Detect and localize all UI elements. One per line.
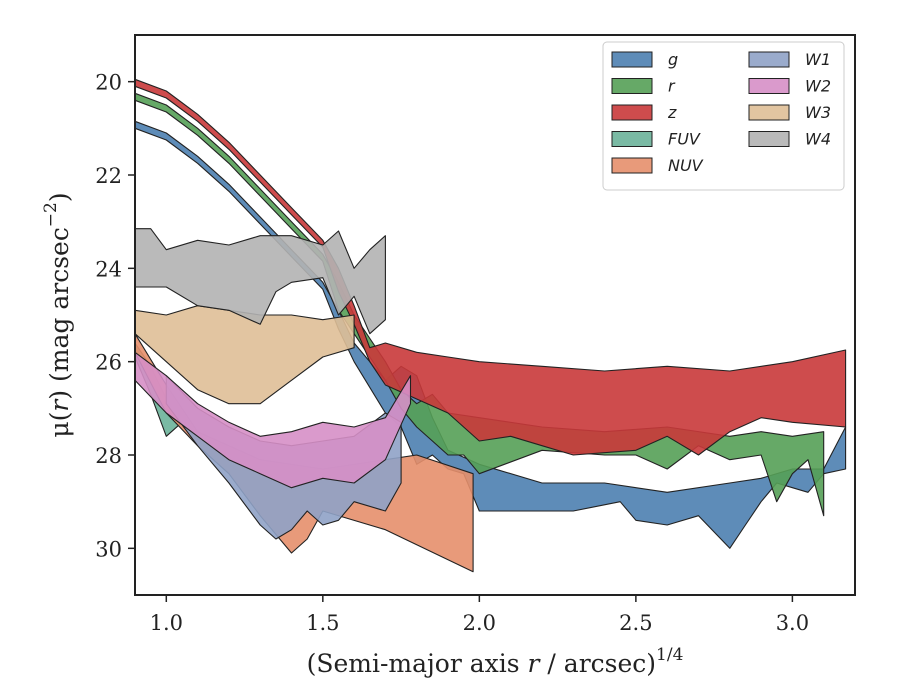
legend-swatch-g: [611, 51, 653, 68]
x-tick-label: 2.0: [463, 611, 496, 635]
y-tick-label: 20: [95, 71, 122, 95]
legend-swatch-fuv: [611, 131, 653, 147]
x-tick-label: 1.5: [306, 611, 339, 635]
y-tick-label: 28: [95, 444, 122, 468]
legend-swatch-w2: [748, 78, 790, 94]
x-tick-label: 3.0: [776, 611, 809, 635]
legend-label-w2: W2: [805, 77, 831, 96]
legend-swatch-nuv: [611, 157, 653, 174]
x-axis-label: (Semi-major axis r / arcsec)1/4: [307, 645, 684, 678]
legend-swatch-z: [611, 104, 653, 121]
series-band-w2: [134, 351, 412, 489]
axis-ticks: 1.0 1.5 2.0 2.5 3.0 20 22 24 26 28 30: [95, 71, 809, 635]
y-tick-label: 24: [95, 257, 122, 281]
legend-swatch-w4: [748, 131, 790, 147]
legend: grz FUV NUV W1 W2 W3 W4: [602, 41, 845, 191]
y-axis-label: μ(r) (mag arcsec−2): [41, 192, 74, 437]
y-tick-label: 30: [95, 537, 122, 561]
legend-label-fuv: FUV: [668, 130, 701, 149]
legend-swatch-w3: [748, 104, 790, 121]
y-tick-label: 26: [95, 351, 122, 375]
legend-label-w3: W3: [805, 103, 831, 122]
series-fills: [134, 78, 847, 573]
legend-label-z: z: [667, 103, 677, 122]
legend-label-w4: W4: [805, 130, 831, 149]
plot-frame: [134, 34, 856, 596]
x-tick-label: 2.5: [619, 611, 652, 635]
y-tick-label: 22: [95, 164, 122, 188]
legend-label-r: r: [668, 77, 676, 96]
legend-label-w1: W1: [805, 50, 831, 69]
legend-label-nuv: NUV: [668, 156, 704, 175]
legend-label-g: g: [668, 50, 678, 69]
legend-swatch-w1: [748, 51, 790, 68]
x-tick-label: 1.0: [150, 611, 183, 635]
series-band-w4: [134, 228, 386, 335]
legend-swatch-r: [611, 78, 653, 94]
